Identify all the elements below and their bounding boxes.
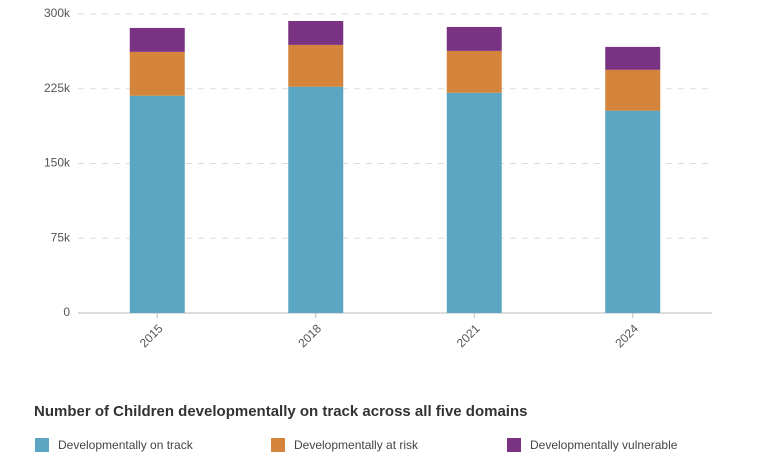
y-tick-label: 150k <box>44 156 71 170</box>
legend-label: Developmentally vulnerable <box>530 438 678 452</box>
y-tick-label: 225k <box>44 81 71 95</box>
y-tick-label: 300k <box>44 6 71 20</box>
bar-segment <box>605 69 661 111</box>
legend-swatch <box>271 438 285 452</box>
bar-segment <box>129 95 185 313</box>
x-tick-label: 2015 <box>137 321 166 350</box>
bar-segment <box>129 27 185 52</box>
bar-segment <box>605 46 661 70</box>
bar-segment <box>446 92 502 313</box>
chart-title: Number of Children developmentally on tr… <box>34 403 527 420</box>
bar-segment <box>288 20 344 45</box>
bar-segment <box>446 50 502 93</box>
bar-segment <box>446 26 502 51</box>
legend-swatch <box>35 438 49 452</box>
y-tick-label: 0 <box>63 305 70 319</box>
y-tick-label: 75k <box>51 230 71 244</box>
bar-segment <box>605 110 661 313</box>
x-tick-label: 2024 <box>612 321 641 350</box>
x-tick-label: 2021 <box>454 321 483 350</box>
bar-segment <box>288 86 344 313</box>
bar-segment <box>288 44 344 87</box>
legend-label: Developmentally on track <box>58 438 194 452</box>
legend-swatch <box>507 438 521 452</box>
legend-label: Developmentally at risk <box>294 438 419 452</box>
bar-segment <box>129 51 185 96</box>
x-tick-label: 2018 <box>295 321 324 350</box>
